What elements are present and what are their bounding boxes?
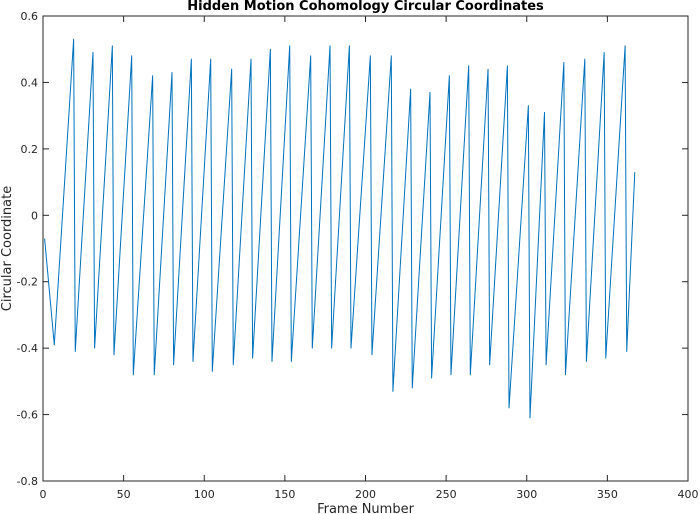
- x-tick-label: 50: [117, 488, 131, 501]
- x-tick-label: 100: [194, 488, 215, 501]
- y-tick-label: 0.6: [21, 10, 39, 23]
- x-tick-label: 350: [597, 488, 618, 501]
- x-tick-label: 150: [274, 488, 295, 501]
- chart-title: Hidden Motion Cohomology Circular Coordi…: [187, 0, 544, 14]
- x-tick-label: 200: [355, 488, 376, 501]
- y-tick-label: -0.6: [17, 409, 38, 422]
- y-axis: -0.8 -0.6 -0.4 -0.2 0 0.2 0.4 0.6: [17, 10, 688, 488]
- y-tick-label: -0.4: [17, 342, 38, 355]
- y-tick-label: 0: [31, 209, 38, 222]
- y-tick-label: -0.8: [17, 475, 38, 488]
- y-tick-label: -0.2: [17, 276, 38, 289]
- x-axis: 0 50 100 150 200 250 300 350 400: [40, 16, 699, 501]
- plot-area: [42, 15, 689, 482]
- y-axis-label: Circular Coordinate: [0, 186, 15, 311]
- y-tick-label: 0.2: [21, 143, 39, 156]
- x-tick-label: 0: [40, 488, 47, 501]
- x-tick-label: 250: [436, 488, 457, 501]
- x-tick-label: 300: [516, 488, 537, 501]
- x-axis-label: Frame Number: [317, 502, 415, 514]
- x-tick-label: 400: [678, 488, 699, 501]
- y-tick-label: 0.4: [21, 76, 39, 89]
- series-line: [44, 38, 636, 419]
